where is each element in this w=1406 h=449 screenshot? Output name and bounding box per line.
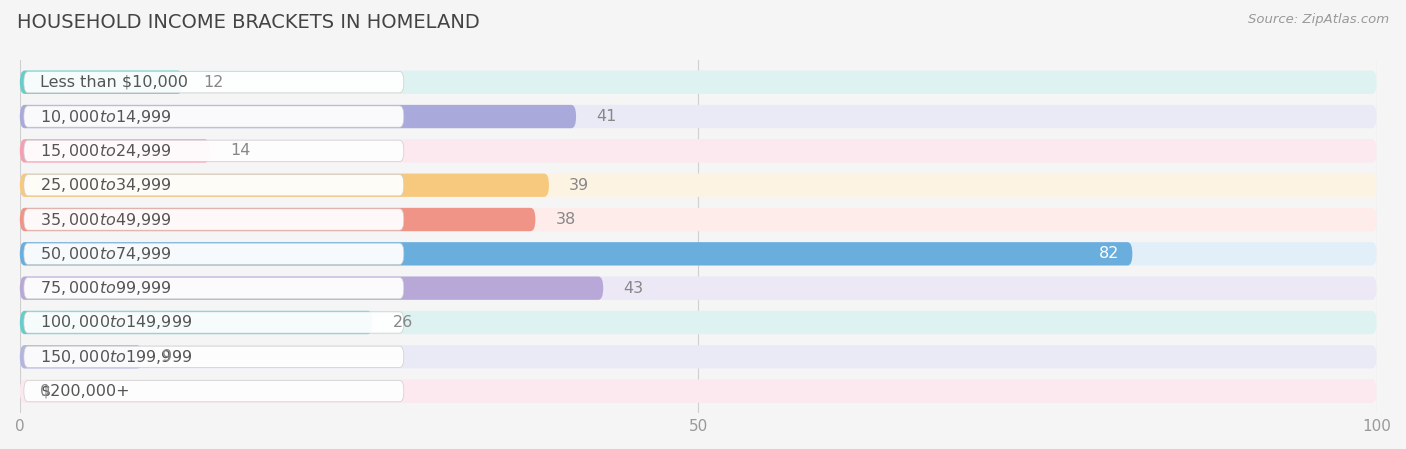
Text: Less than $10,000: Less than $10,000	[41, 75, 188, 90]
Text: $150,000 to $199,999: $150,000 to $199,999	[41, 348, 193, 366]
Text: $15,000 to $24,999: $15,000 to $24,999	[41, 142, 172, 160]
FancyBboxPatch shape	[20, 277, 603, 300]
Text: 9: 9	[162, 349, 173, 364]
Text: Source: ZipAtlas.com: Source: ZipAtlas.com	[1249, 13, 1389, 26]
Text: 14: 14	[231, 143, 250, 158]
FancyBboxPatch shape	[20, 105, 576, 128]
Text: 82: 82	[1098, 247, 1119, 261]
Text: $50,000 to $74,999: $50,000 to $74,999	[41, 245, 172, 263]
FancyBboxPatch shape	[20, 105, 1376, 128]
Text: 43: 43	[624, 281, 644, 295]
Text: 38: 38	[555, 212, 576, 227]
FancyBboxPatch shape	[24, 243, 404, 264]
FancyBboxPatch shape	[20, 242, 1132, 265]
FancyBboxPatch shape	[20, 139, 209, 163]
FancyBboxPatch shape	[20, 311, 373, 334]
FancyBboxPatch shape	[20, 173, 1376, 197]
FancyBboxPatch shape	[20, 139, 1376, 163]
Text: $75,000 to $99,999: $75,000 to $99,999	[41, 279, 172, 297]
FancyBboxPatch shape	[20, 345, 142, 369]
Text: 12: 12	[202, 75, 224, 90]
FancyBboxPatch shape	[20, 277, 1376, 300]
FancyBboxPatch shape	[24, 346, 404, 367]
FancyBboxPatch shape	[20, 208, 536, 231]
FancyBboxPatch shape	[20, 70, 183, 94]
Text: 41: 41	[596, 109, 617, 124]
FancyBboxPatch shape	[24, 380, 404, 402]
FancyBboxPatch shape	[24, 312, 404, 333]
FancyBboxPatch shape	[20, 379, 1376, 403]
Text: HOUSEHOLD INCOME BRACKETS IN HOMELAND: HOUSEHOLD INCOME BRACKETS IN HOMELAND	[17, 13, 479, 32]
Text: $100,000 to $149,999: $100,000 to $149,999	[41, 313, 193, 331]
FancyBboxPatch shape	[20, 208, 1376, 231]
Text: 0: 0	[41, 383, 51, 399]
FancyBboxPatch shape	[24, 277, 404, 299]
Text: 39: 39	[569, 178, 589, 193]
Text: $200,000+: $200,000+	[41, 383, 129, 399]
FancyBboxPatch shape	[20, 242, 1376, 265]
FancyBboxPatch shape	[24, 71, 404, 93]
FancyBboxPatch shape	[20, 311, 1376, 334]
Text: $10,000 to $14,999: $10,000 to $14,999	[41, 108, 172, 126]
FancyBboxPatch shape	[20, 70, 1376, 94]
FancyBboxPatch shape	[24, 175, 404, 196]
Text: $25,000 to $34,999: $25,000 to $34,999	[41, 176, 172, 194]
FancyBboxPatch shape	[20, 345, 1376, 369]
FancyBboxPatch shape	[24, 140, 404, 162]
FancyBboxPatch shape	[20, 173, 548, 197]
Text: 26: 26	[392, 315, 413, 330]
FancyBboxPatch shape	[24, 209, 404, 230]
Text: $35,000 to $49,999: $35,000 to $49,999	[41, 211, 172, 229]
FancyBboxPatch shape	[24, 106, 404, 127]
